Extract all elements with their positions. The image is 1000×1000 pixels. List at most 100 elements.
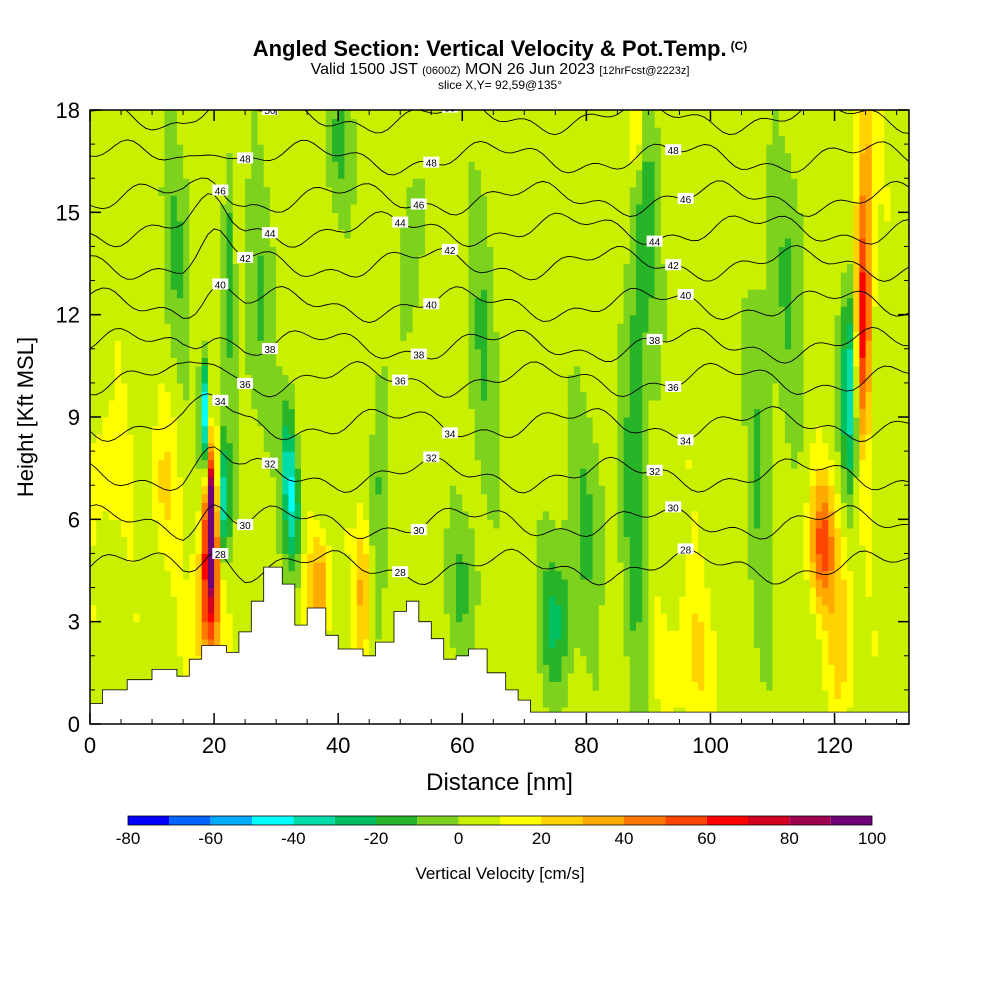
x-tick-label: 80 xyxy=(574,733,598,758)
velocity-cell xyxy=(660,613,668,724)
velocity-cell xyxy=(276,110,283,367)
contour-label-bg xyxy=(665,144,682,156)
velocity-cell xyxy=(381,365,389,589)
velocity-cell xyxy=(400,110,407,222)
velocity-cell xyxy=(220,536,228,555)
contour-label: 36 xyxy=(240,380,252,391)
valid-time-line: Valid 1500 JST (0600Z) MON 26 Jun 2023 [… xyxy=(0,61,1000,79)
velocity-cell xyxy=(207,485,215,589)
velocity-cell xyxy=(511,110,519,724)
velocity-cell xyxy=(350,527,358,682)
velocity-cell xyxy=(555,570,563,606)
contour-label: 34 xyxy=(215,397,227,408)
velocity-cell xyxy=(170,357,178,418)
velocity-cell xyxy=(90,110,97,444)
contour-label-bg xyxy=(261,343,278,355)
velocity-cell xyxy=(549,596,556,648)
velocity-cell xyxy=(586,417,594,495)
velocity-cell xyxy=(90,621,97,724)
velocity-cell xyxy=(282,110,290,375)
velocity-cell xyxy=(114,519,122,724)
velocity-cell xyxy=(865,272,873,341)
velocity-cell xyxy=(797,212,805,452)
contour-label: 46 xyxy=(680,195,692,206)
velocity-cell xyxy=(183,110,190,179)
velocity-cell xyxy=(667,630,674,724)
velocity-cell xyxy=(859,382,867,410)
velocity-cell xyxy=(201,519,209,554)
velocity-cell xyxy=(282,519,290,554)
velocity-cell xyxy=(226,357,234,444)
velocity-cell xyxy=(201,442,209,452)
contour-label: 40 xyxy=(215,281,227,292)
velocity-cell xyxy=(815,638,823,724)
contour-label-bg xyxy=(423,451,440,463)
velocity-cell xyxy=(753,408,761,529)
x-tick-label: 60 xyxy=(450,733,474,758)
velocity-cell xyxy=(753,647,761,724)
velocity-cell xyxy=(133,621,141,724)
velocity-cell xyxy=(834,698,842,724)
velocity-cell xyxy=(443,527,451,614)
velocity-cell xyxy=(549,562,556,597)
velocity-cell xyxy=(636,621,643,724)
velocity-cell xyxy=(698,553,705,623)
velocity-cell xyxy=(251,110,259,410)
velocity-cell xyxy=(257,110,265,145)
velocity-cell xyxy=(847,323,854,350)
velocity-cell xyxy=(853,203,860,333)
velocity-cell xyxy=(195,110,203,367)
velocity-cell xyxy=(660,110,668,265)
colorbar-swatch xyxy=(128,816,170,825)
velocity-cell xyxy=(580,655,587,724)
y-tick-label: 3 xyxy=(68,610,80,635)
velocity-cell xyxy=(332,161,339,213)
velocity-cell xyxy=(847,434,854,469)
contour-label: 30 xyxy=(668,503,680,514)
colorbar-tick-label: 60 xyxy=(697,829,716,848)
velocity-cell xyxy=(809,587,817,614)
velocity-cell xyxy=(381,110,389,367)
velocity-cell xyxy=(797,451,805,724)
colorbar-swatch xyxy=(458,816,500,825)
velocity-cell xyxy=(189,110,197,554)
velocity-cell xyxy=(170,596,178,724)
velocity-cell xyxy=(344,527,352,555)
velocity-cell xyxy=(121,536,128,724)
velocity-cell xyxy=(753,289,761,410)
velocity-cell xyxy=(685,544,693,717)
velocity-cell xyxy=(201,357,209,367)
velocity-cell xyxy=(226,152,234,213)
velocity-cell xyxy=(350,110,358,120)
velocity-cell xyxy=(865,434,873,597)
velocity-cell xyxy=(269,246,277,478)
x-tick-label: 0 xyxy=(84,733,96,758)
velocity-cell xyxy=(214,110,221,427)
velocity-cell xyxy=(747,289,755,580)
contour-label: 32 xyxy=(264,460,276,471)
velocity-cell xyxy=(468,110,476,162)
contour-label-bg xyxy=(441,427,458,439)
velocity-cell xyxy=(859,272,867,358)
velocity-cell xyxy=(170,195,178,290)
velocity-cell xyxy=(778,246,786,307)
colorbar-swatch xyxy=(169,816,211,825)
velocity-cell xyxy=(338,229,345,724)
velocity-cell xyxy=(574,647,581,724)
velocity-cell xyxy=(561,655,569,708)
velocity-cell xyxy=(822,570,829,589)
contour-label-bg xyxy=(237,519,254,531)
contour-label: 28 xyxy=(395,568,407,579)
title-text: Angled Section: Vertical Velocity & Pot.… xyxy=(252,36,727,61)
colorbar-swatch xyxy=(830,816,872,825)
contour-label-bg xyxy=(212,184,229,196)
contour-labels: 28 28 28 30 30 30 32 32 32 34 34 34 36 36 36 38 38 38 40 40… xyxy=(212,110,694,579)
velocity-cell xyxy=(760,289,767,682)
velocity-cell xyxy=(834,110,842,316)
contour-label: 40 xyxy=(426,300,438,311)
velocity-cell xyxy=(847,527,854,572)
velocity-cell xyxy=(847,297,854,324)
velocity-cell xyxy=(611,110,618,724)
velocity-cell xyxy=(840,348,848,435)
contour-label: 42 xyxy=(444,246,456,257)
